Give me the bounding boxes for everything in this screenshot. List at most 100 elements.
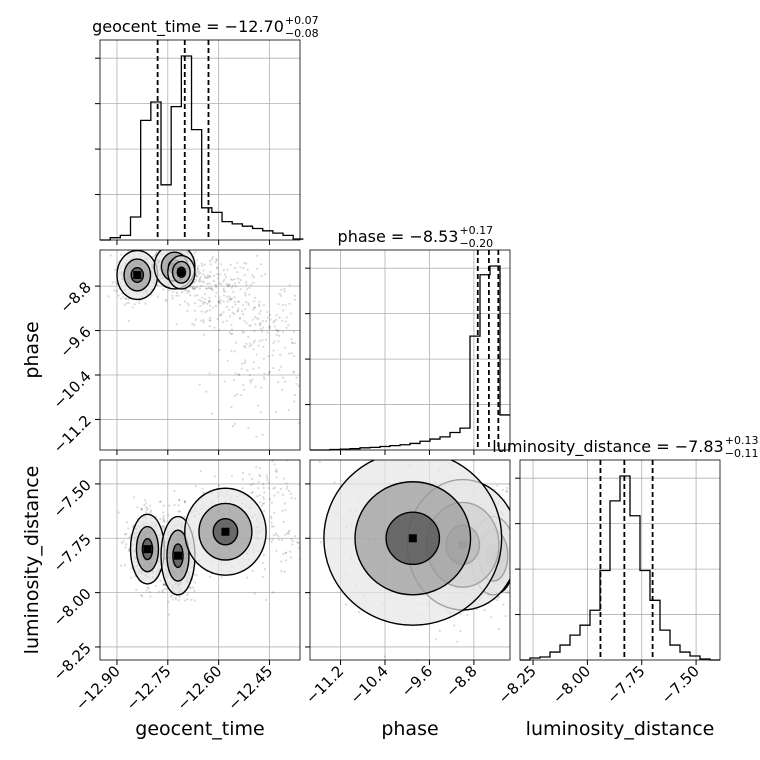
sample-point <box>231 284 234 287</box>
sample-point <box>267 373 270 376</box>
sample-point <box>128 550 131 553</box>
sample-point <box>283 290 286 293</box>
sample-point <box>244 359 247 362</box>
sample-point <box>159 518 162 521</box>
sample-point <box>186 291 189 294</box>
y-tick-label: −7.50 <box>50 476 95 521</box>
density-peak <box>221 527 230 536</box>
sample-point <box>184 289 188 292</box>
sample-point <box>250 283 253 286</box>
sample-point <box>253 592 257 595</box>
sample-point <box>291 543 294 546</box>
sample-point <box>268 371 271 374</box>
title-plus-error: +0.17 <box>459 224 493 237</box>
sample-point <box>122 296 125 299</box>
sample-point <box>211 289 214 292</box>
sample-point <box>202 301 205 304</box>
sample-point <box>216 318 219 321</box>
sample-point <box>208 319 211 322</box>
sample-point <box>319 541 322 544</box>
sample-point <box>261 319 265 323</box>
sample-point <box>233 278 236 281</box>
sample-point <box>132 496 136 499</box>
sample-point <box>231 332 234 336</box>
sample-point <box>243 319 246 323</box>
sample-point <box>215 258 218 261</box>
sample-point <box>281 509 284 513</box>
title-minus-error: −0.11 <box>725 447 759 460</box>
sample-point <box>173 504 176 507</box>
sample-point <box>217 300 221 303</box>
sample-point <box>218 273 221 276</box>
sample-point <box>223 273 227 276</box>
sample-point <box>120 541 123 544</box>
sample-point <box>243 261 246 265</box>
sample-point <box>193 573 196 576</box>
sample-point <box>249 324 252 327</box>
sample-point <box>162 583 165 587</box>
sample-point <box>244 361 247 364</box>
sample-point <box>497 627 501 631</box>
sample-point <box>275 328 278 331</box>
sample-point <box>251 318 254 321</box>
sample-point <box>284 533 287 536</box>
sample-point <box>294 497 297 500</box>
sample-point <box>145 506 148 509</box>
y-tick-label: −9.6 <box>56 323 94 361</box>
sample-point <box>233 350 236 353</box>
sample-point <box>247 302 250 305</box>
sample-point <box>183 501 186 504</box>
sample-point <box>225 319 228 322</box>
sample-point <box>222 289 225 292</box>
sample-point <box>265 338 268 341</box>
sample-point <box>236 261 239 264</box>
sample-point <box>218 296 221 299</box>
sample-point <box>259 500 262 504</box>
sample-point <box>498 595 501 598</box>
sample-point <box>263 377 266 380</box>
sample-point <box>162 519 165 523</box>
sample-point <box>219 302 222 305</box>
title-minus-error: −0.08 <box>285 27 319 40</box>
sample-point <box>208 316 212 319</box>
sample-point <box>238 373 241 376</box>
title-plus-error: +0.13 <box>725 434 759 447</box>
sample-point <box>253 306 256 309</box>
sample-point <box>278 293 281 296</box>
sample-point <box>273 511 276 514</box>
grid <box>340 250 475 450</box>
sample-point <box>252 308 255 311</box>
sample-point <box>252 367 255 370</box>
sample-point <box>178 303 181 306</box>
sample-point <box>245 283 248 286</box>
x-tick-label: −8.25 <box>495 662 540 707</box>
sample-point <box>231 311 234 314</box>
sample-point <box>193 589 196 593</box>
sample-point <box>284 551 288 554</box>
sample-point <box>288 284 291 287</box>
sample-point <box>280 560 283 563</box>
title-equals: = <box>651 437 675 456</box>
sample-point <box>277 535 280 538</box>
sample-point <box>290 492 293 495</box>
sample-point <box>184 289 187 292</box>
sample-point <box>230 328 234 331</box>
sample-point <box>237 277 240 280</box>
sample-point <box>246 268 249 271</box>
sample-point <box>249 381 252 384</box>
grid <box>532 460 697 660</box>
sample-point <box>453 624 456 627</box>
sample-point <box>285 326 288 330</box>
sample-point <box>277 340 280 343</box>
sample-point <box>178 498 181 502</box>
sample-point <box>161 590 164 593</box>
sample-point <box>218 299 221 303</box>
sample-point <box>215 286 218 289</box>
sample-point <box>188 290 191 293</box>
sample-point <box>333 481 336 484</box>
sample-point <box>285 487 288 490</box>
sample-point <box>195 274 198 277</box>
sample-point <box>186 598 189 601</box>
sample-point <box>231 425 235 428</box>
sample-point <box>230 405 233 409</box>
